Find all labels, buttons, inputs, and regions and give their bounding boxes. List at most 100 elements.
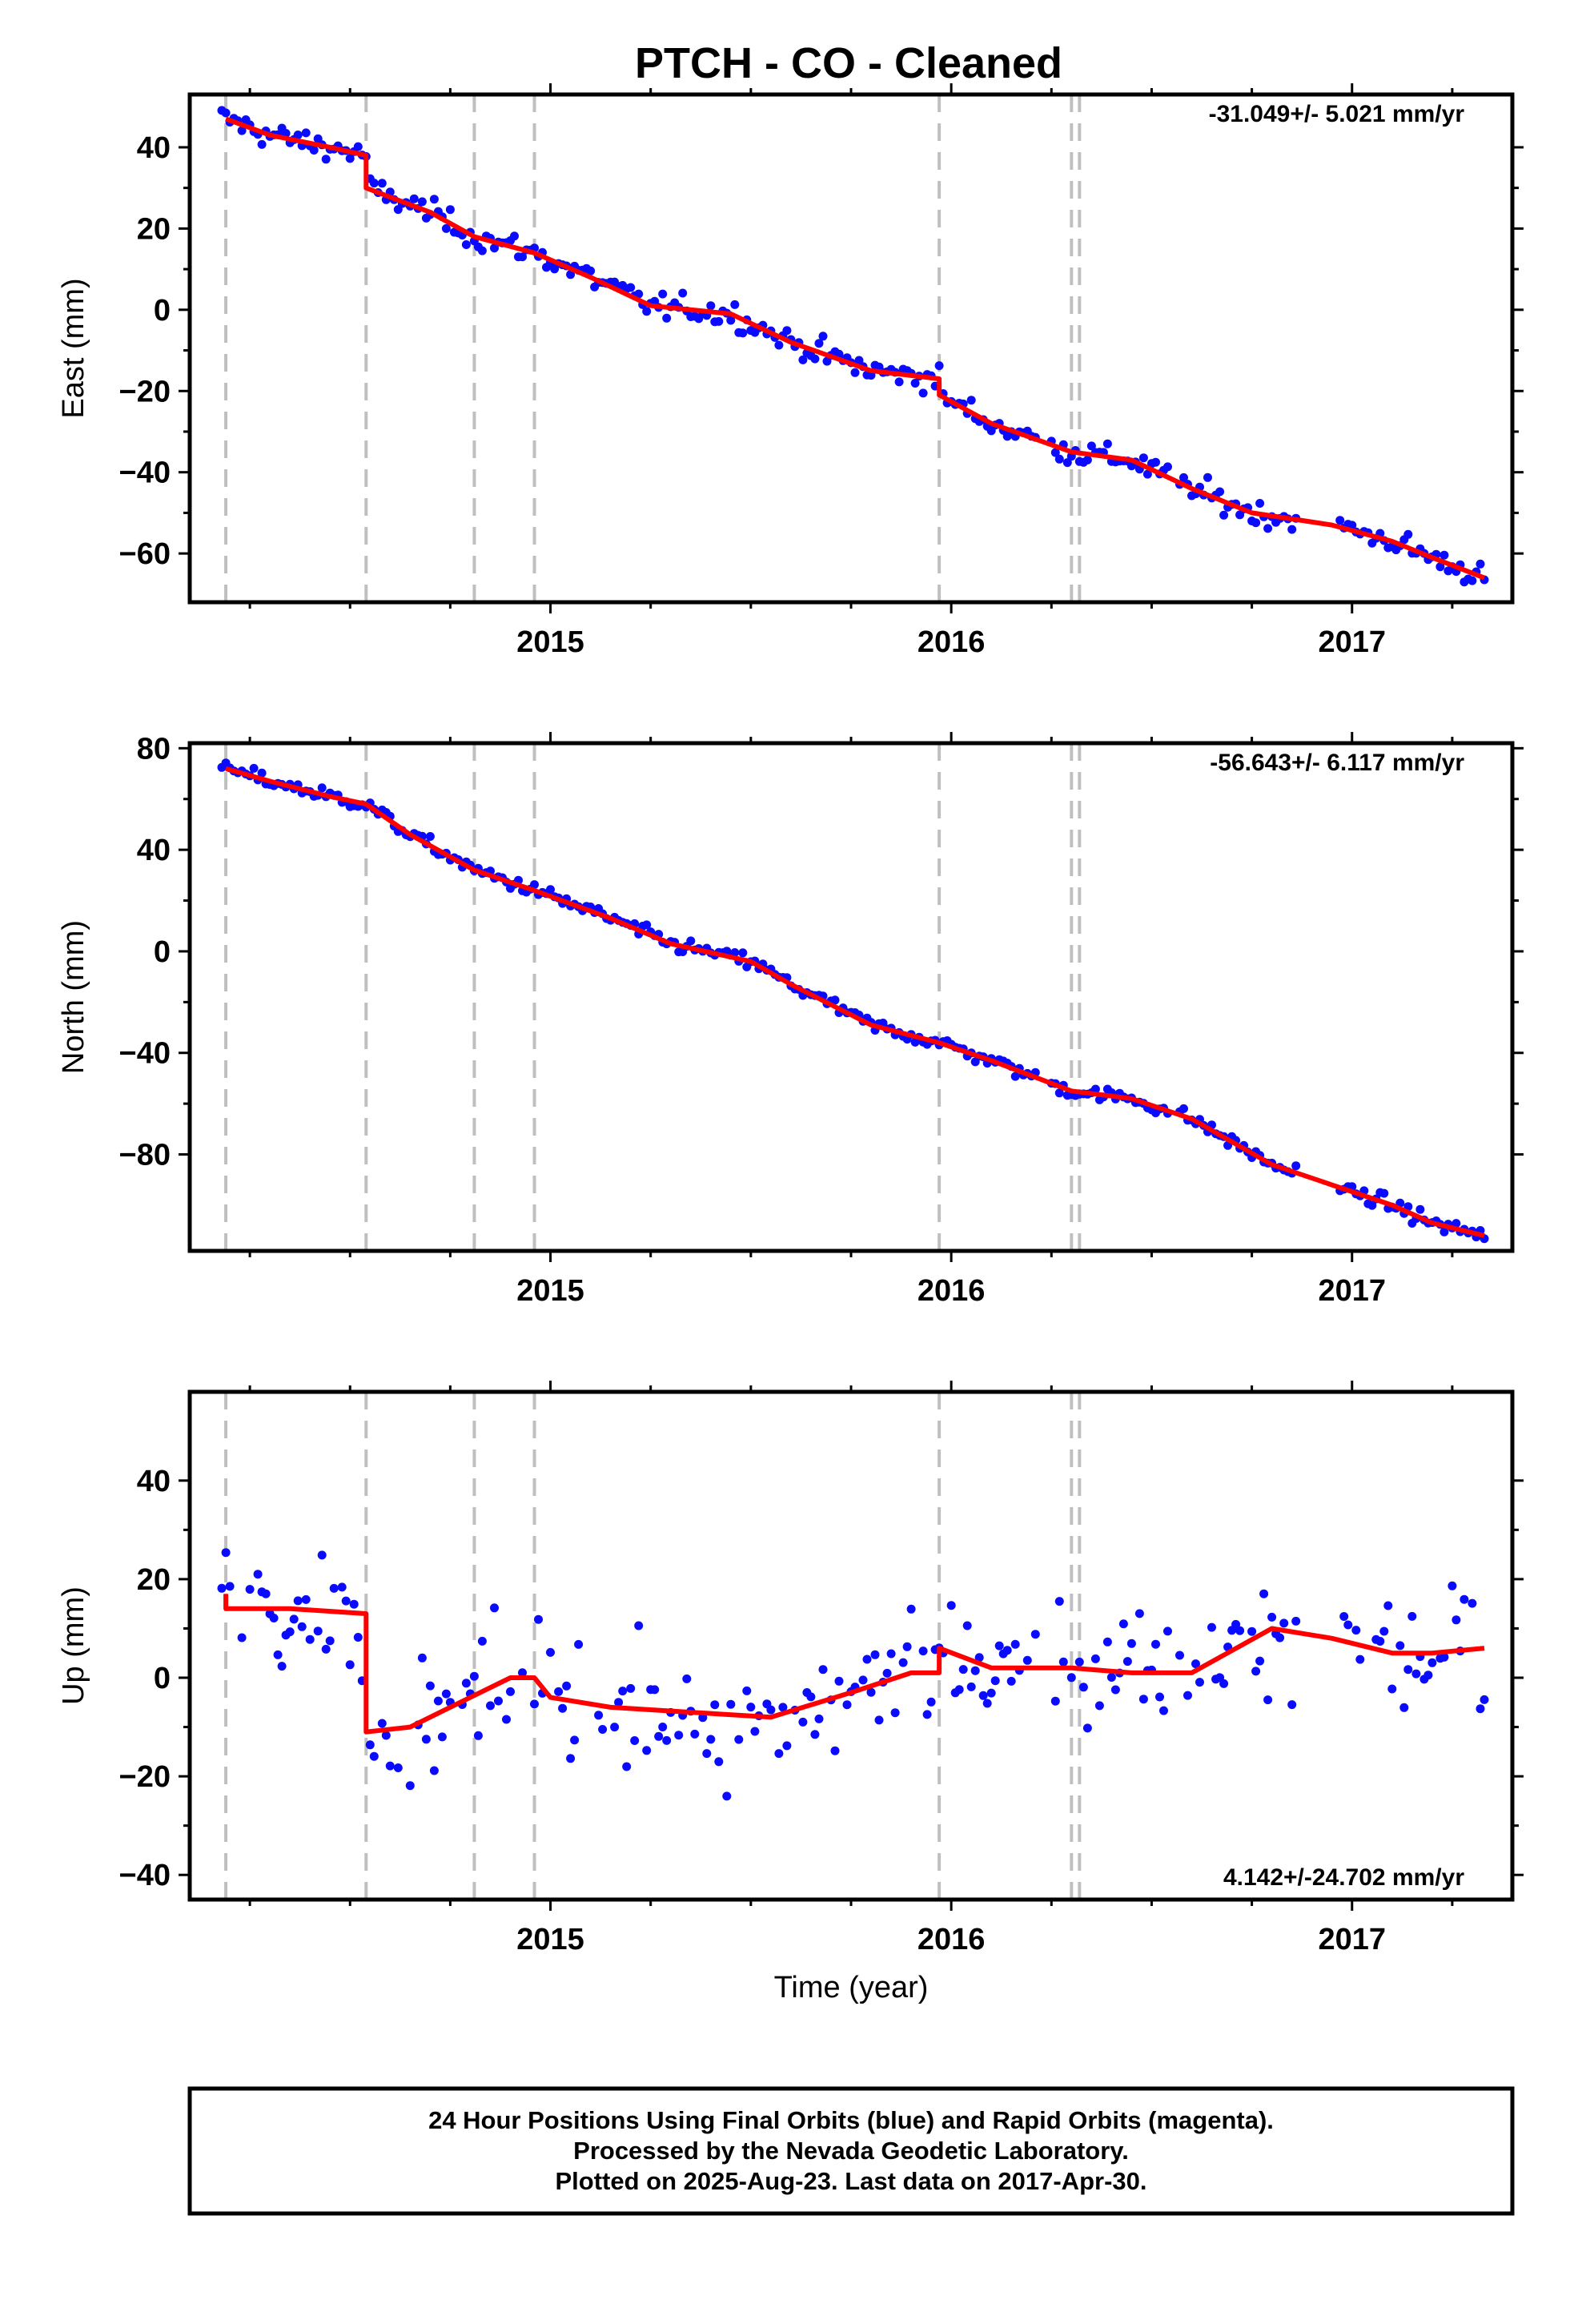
data-point (558, 1703, 568, 1713)
data-point (570, 1735, 580, 1745)
data-point (502, 1715, 511, 1724)
data-point (782, 326, 792, 336)
data-point (750, 1727, 760, 1736)
x-tick-label: 2016 (917, 1274, 986, 1308)
data-point (806, 1692, 816, 1702)
data-point (642, 307, 652, 316)
data-point (1468, 1598, 1477, 1608)
data-point (518, 1668, 527, 1678)
data-point (1263, 524, 1273, 533)
data-point (1339, 1612, 1349, 1621)
data-point (634, 289, 644, 299)
data-point (858, 1675, 868, 1685)
data-point (782, 1741, 792, 1751)
data-point (1138, 453, 1148, 463)
data-point (1054, 1088, 1064, 1098)
data-point (1395, 1641, 1405, 1651)
data-point (321, 155, 331, 164)
data-point (1054, 454, 1064, 464)
data-point (866, 1687, 876, 1697)
data-point (377, 1719, 387, 1728)
data-point (409, 194, 419, 203)
y-tick-label: −60 (119, 537, 171, 571)
data-point (810, 1730, 820, 1739)
data-point (1094, 1701, 1104, 1711)
data-point (618, 1687, 628, 1696)
data-point (1219, 1679, 1229, 1688)
data-point (510, 231, 519, 241)
data-point (257, 768, 267, 778)
data-point (477, 1636, 487, 1646)
data-point (433, 1696, 443, 1706)
data-point (477, 246, 487, 255)
data-point (934, 361, 944, 371)
data-point (1379, 1626, 1389, 1636)
data-point (221, 108, 231, 118)
data-point (1263, 1695, 1273, 1705)
data-point (301, 1594, 311, 1604)
data-point (966, 1682, 976, 1691)
data-point (365, 1740, 375, 1750)
data-point (1335, 516, 1345, 525)
data-point (285, 1627, 295, 1637)
data-point (706, 301, 716, 311)
data-point (1066, 1673, 1076, 1683)
data-point (1367, 1200, 1377, 1210)
data-point (257, 139, 267, 149)
data-point (834, 1676, 844, 1686)
data-point (1010, 1072, 1020, 1081)
data-point (305, 1634, 315, 1644)
data-point (818, 332, 828, 341)
data-point (734, 1735, 744, 1744)
data-point (425, 832, 435, 841)
data-point (890, 1708, 900, 1718)
data-point (1050, 1696, 1060, 1706)
y-tick-label: 20 (137, 1563, 171, 1597)
data-point (1427, 1658, 1437, 1667)
data-point (337, 1582, 347, 1592)
data-point (1207, 1622, 1216, 1632)
data-point (1118, 1619, 1128, 1629)
data-point (1010, 1639, 1020, 1649)
data-point (1247, 1626, 1257, 1636)
rate-annotation: 4.142+/-24.702 mm/yr (1223, 1864, 1464, 1891)
data-point (494, 1696, 503, 1706)
data-point (353, 142, 363, 151)
data-point (1251, 518, 1261, 528)
data-point (662, 1735, 672, 1745)
data-point (898, 1658, 908, 1667)
data-point (810, 354, 820, 364)
data-point (710, 1700, 720, 1710)
data-point (1179, 1104, 1188, 1113)
data-point (369, 1751, 379, 1761)
chart-panel-3: 2015 2016 2017 40 20 0 −20 −40 Up (mm) Time (year… (57, 1381, 1524, 2004)
x-tick-label: 2017 (1318, 1274, 1386, 1308)
data-points (217, 1548, 1489, 1801)
data-point (1030, 1630, 1040, 1639)
data-point (345, 154, 355, 163)
data-point (1439, 1227, 1449, 1236)
data-point (490, 1603, 499, 1613)
data-point (1082, 455, 1092, 464)
data-point (461, 1679, 471, 1688)
data-point (630, 1736, 640, 1745)
data-point (654, 1731, 664, 1741)
data-point (922, 1710, 932, 1719)
data-point (341, 1596, 351, 1606)
x-tick-label: 2016 (917, 625, 986, 659)
data-point (417, 1653, 427, 1663)
data-point (1155, 1692, 1164, 1702)
y-tick-label: −40 (119, 1037, 171, 1071)
data-point (437, 1732, 447, 1742)
x-tick-label: 2017 (1318, 1923, 1386, 1956)
data-point (726, 1699, 736, 1709)
data-point (1275, 1633, 1285, 1642)
data-point (726, 316, 736, 325)
data-point (225, 1582, 235, 1591)
data-point (461, 240, 471, 249)
data-point (1383, 1601, 1393, 1610)
data-point (714, 1757, 724, 1767)
x-tick-label: 2015 (516, 1274, 584, 1308)
data-point (546, 1647, 555, 1657)
